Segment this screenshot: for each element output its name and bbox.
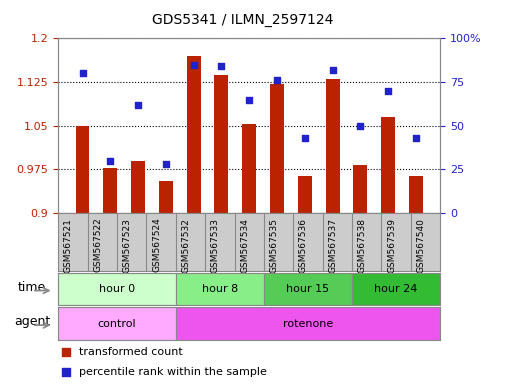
Text: GSM567521: GSM567521 xyxy=(64,218,73,273)
Bar xyxy=(325,79,339,213)
Text: agent: agent xyxy=(15,315,51,328)
Bar xyxy=(351,273,439,305)
Bar xyxy=(264,273,351,305)
Text: GSM567536: GSM567536 xyxy=(298,218,308,273)
Text: GDS5341 / ILMN_2597124: GDS5341 / ILMN_2597124 xyxy=(152,13,333,27)
Bar xyxy=(380,117,394,213)
Bar xyxy=(103,168,117,213)
Bar xyxy=(242,124,256,213)
Text: GSM567538: GSM567538 xyxy=(357,218,366,273)
Bar xyxy=(352,165,367,213)
Point xyxy=(162,161,170,167)
Point xyxy=(106,158,114,164)
Point xyxy=(78,70,86,76)
Text: GSM567524: GSM567524 xyxy=(152,218,161,273)
Text: hour 8: hour 8 xyxy=(201,284,237,294)
Bar xyxy=(75,126,89,213)
Point xyxy=(383,88,391,94)
Bar xyxy=(131,161,145,213)
Bar xyxy=(270,84,283,213)
Bar xyxy=(186,56,200,213)
Text: GSM567537: GSM567537 xyxy=(328,218,337,273)
Bar xyxy=(297,176,311,213)
Point xyxy=(314,84,322,90)
Text: transformed count: transformed count xyxy=(79,347,183,357)
Text: GSM567540: GSM567540 xyxy=(416,218,425,273)
Point xyxy=(300,135,308,141)
Text: GSM567539: GSM567539 xyxy=(386,218,395,273)
Bar xyxy=(214,74,228,213)
Point xyxy=(328,67,336,73)
Point xyxy=(134,102,142,108)
Bar xyxy=(159,181,173,213)
Point xyxy=(314,267,322,273)
Bar xyxy=(58,307,175,340)
Text: time: time xyxy=(17,281,45,294)
Text: percentile rank within the sample: percentile rank within the sample xyxy=(79,367,267,377)
Bar xyxy=(175,307,439,340)
Text: GSM567532: GSM567532 xyxy=(181,218,190,273)
Point xyxy=(245,96,253,103)
Point xyxy=(411,135,419,141)
Text: hour 24: hour 24 xyxy=(374,284,417,294)
Text: rotenone: rotenone xyxy=(282,318,332,329)
Text: hour 15: hour 15 xyxy=(286,284,329,294)
Bar xyxy=(408,176,422,213)
Text: GSM567533: GSM567533 xyxy=(211,218,219,273)
Point xyxy=(217,63,225,70)
Text: control: control xyxy=(97,318,136,329)
Point xyxy=(189,61,197,68)
Text: GSM567535: GSM567535 xyxy=(269,218,278,273)
Text: GSM567523: GSM567523 xyxy=(122,218,131,273)
Point xyxy=(272,77,280,83)
Bar xyxy=(58,273,175,305)
Text: GSM567534: GSM567534 xyxy=(240,218,249,273)
Bar xyxy=(175,273,264,305)
Text: GSM567522: GSM567522 xyxy=(93,218,102,273)
Text: hour 0: hour 0 xyxy=(98,284,135,294)
Point xyxy=(356,123,364,129)
